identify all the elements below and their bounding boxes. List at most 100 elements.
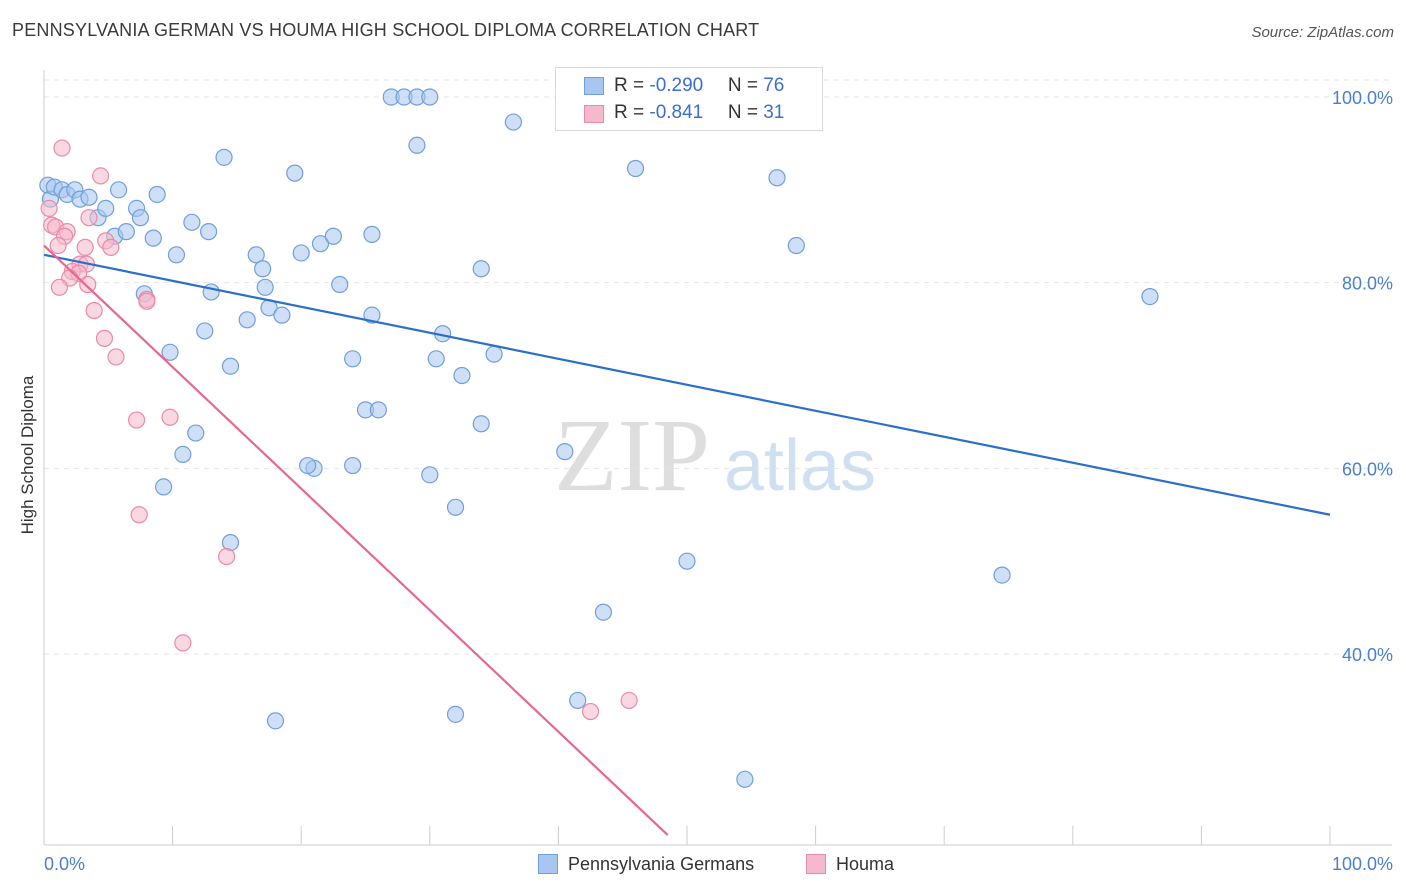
houma-point — [161, 408, 179, 426]
houma-point — [107, 348, 125, 366]
houma-trend-line — [43, 244, 669, 836]
pennsylvania-germans-trend-line — [43, 253, 1331, 516]
pennsylvania-germans-point — [221, 357, 240, 375]
pennsylvania-germans-point — [247, 246, 265, 264]
pennsylvania-germans-point — [331, 275, 349, 294]
pennsylvania-germans-point — [369, 401, 387, 419]
r-label: R = — [614, 75, 650, 96]
legend-swatch-pennsylvania-germans — [538, 854, 558, 874]
pennsylvania-germans-point — [109, 181, 128, 199]
pennsylvania-germans-point — [344, 350, 362, 368]
pennsylvania-germans-point — [446, 705, 465, 723]
pennsylvania-germans-point — [626, 159, 645, 178]
pennsylvania-germans-point — [144, 229, 162, 247]
houma-point — [174, 634, 192, 652]
pennsylvania-germans-point — [183, 213, 201, 231]
watermark-atlas: atlas — [724, 426, 876, 506]
houma-point — [40, 199, 58, 217]
houma-point — [80, 209, 98, 227]
pennsylvania-germans-point — [768, 169, 786, 187]
pennsylvania-germans-point — [363, 225, 381, 243]
pennsylvania-germans-point — [256, 278, 274, 296]
y-tick-label: 80.0% — [1342, 274, 1393, 294]
pennsylvania-germans-point — [421, 466, 439, 484]
n-label: N = — [727, 75, 764, 96]
pennsylvania-germans-point — [485, 345, 503, 363]
pennsylvania-germans-point — [453, 366, 471, 385]
grid — [44, 79, 1392, 655]
axes — [43, 70, 1392, 846]
pennsylvania-germans-point — [421, 88, 439, 106]
pennsylvania-germans-point — [131, 209, 150, 227]
n-label: N = — [727, 102, 764, 123]
x-tick-label-max: 100.0% — [1332, 854, 1393, 874]
houma-point — [130, 506, 148, 524]
r-label: R = — [614, 102, 650, 123]
legend-swatch-houma — [806, 854, 826, 874]
n-value: 76 — [763, 75, 785, 96]
houma-point — [127, 411, 146, 429]
pennsylvania-germans-point — [993, 566, 1011, 584]
pennsylvania-germans-point — [187, 424, 205, 442]
pennsylvania-germans-point — [311, 235, 330, 253]
correlation-legend: R = -0.290 N = 76 R = -0.841 N = 31 — [555, 67, 823, 131]
pennsylvania-germans-point — [363, 306, 381, 324]
legend-label-houma: Houma — [836, 854, 895, 874]
pennsylvania-germans-point — [266, 712, 285, 730]
pennsylvania-germans-point — [254, 260, 272, 278]
pennsylvania-germans-point — [408, 136, 426, 154]
series-legend: Pennsylvania Germans Houma — [0, 852, 1406, 878]
n-value: 31 — [763, 102, 785, 123]
houma-point — [91, 167, 110, 185]
pennsylvania-germans-point — [446, 498, 465, 516]
pennsylvania-germans-point — [787, 236, 805, 255]
legend-swatch-blue — [584, 77, 604, 95]
legend-label-pennsylvania-germans: Pennsylvania Germans — [568, 854, 755, 874]
pennsylvania-germans-point — [556, 443, 574, 461]
houma-point — [50, 278, 69, 296]
houma-point — [53, 139, 71, 157]
houma-point — [85, 301, 103, 320]
pennsylvania-germans-point — [324, 227, 342, 245]
tick-labels: 40.0% 60.0% 80.0% 100.0% 0.0% 100.0% — [44, 88, 1393, 874]
legend-swatch-pink — [584, 105, 604, 123]
x-tick-label-min: 0.0% — [44, 854, 85, 874]
houma-point — [218, 547, 236, 566]
legend-row-pink: R = -0.841 N = 31 — [614, 102, 784, 124]
y-tick-label: 60.0% — [1342, 459, 1393, 479]
houma-point — [581, 702, 600, 721]
watermark-zip: ZIP — [554, 398, 710, 513]
pennsylvania-germans-point — [472, 260, 490, 278]
pennsylvania-germans-point — [148, 185, 166, 204]
houma-point — [49, 236, 67, 255]
pennsylvania-germans-point — [344, 456, 362, 475]
pennsylvania-germans-point — [736, 770, 754, 788]
pennsylvania-germans-point — [292, 244, 310, 262]
houma-point — [102, 238, 120, 256]
pennsylvania-germans-point — [299, 456, 317, 475]
pennsylvania-germans-point — [472, 415, 490, 433]
pennsylvania-germans-point — [504, 113, 522, 131]
pennsylvania-germans-point — [154, 478, 173, 496]
r-value: -0.841 — [649, 102, 704, 123]
pennsylvania-germans-point — [569, 691, 587, 710]
legend-row-blue: R = -0.290 N = 76 — [614, 75, 784, 97]
pennsylvania-germans-point — [174, 445, 192, 464]
pennsylvania-germans-point — [678, 552, 696, 570]
pennsylvania-germans-point — [161, 343, 179, 361]
pennsylvania-germans-point — [286, 164, 304, 182]
pennsylvania-germans-point — [238, 311, 256, 329]
y-tick-label: 40.0% — [1342, 645, 1393, 665]
houma-point — [138, 292, 156, 310]
pennsylvania-germans-point — [80, 188, 98, 206]
pennsylvania-germans-point — [117, 223, 135, 241]
houma-point — [76, 238, 94, 256]
pennsylvania-germans-point — [200, 223, 218, 241]
r-value: -0.290 — [649, 75, 704, 96]
pennsylvania-germans-point — [594, 603, 613, 621]
houma-point — [620, 691, 638, 710]
trend-lines — [43, 244, 1331, 836]
pennsylvania-germans-point — [167, 246, 186, 264]
houma-point — [79, 275, 97, 294]
